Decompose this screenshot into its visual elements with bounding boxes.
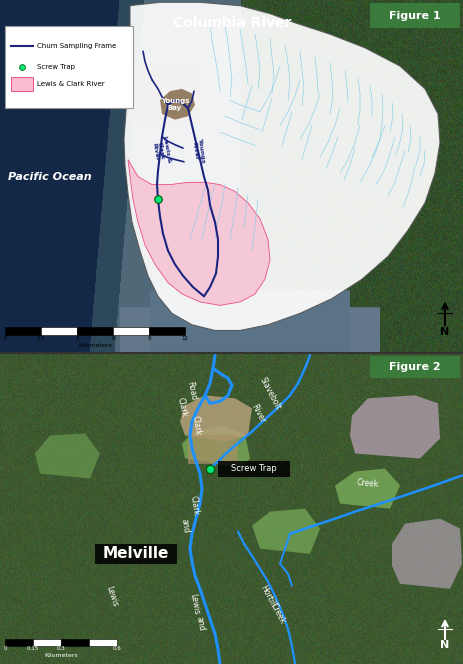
Text: 0: 0	[3, 335, 7, 341]
Text: Lewis &
Clark
River: Lewis & Clark River	[150, 135, 171, 165]
Point	[206, 463, 213, 474]
Bar	[149, 327, 185, 335]
Bar	[41, 327, 77, 335]
Bar	[77, 327, 113, 335]
Point	[154, 194, 162, 205]
Polygon shape	[160, 89, 194, 120]
Polygon shape	[35, 434, 100, 479]
Text: 6: 6	[111, 335, 114, 341]
Text: Kilometers: Kilometers	[44, 653, 78, 658]
Text: Slavebolt: Slavebolt	[257, 375, 282, 411]
Text: Chum Sampling Frame: Chum Sampling Frame	[37, 42, 116, 48]
Bar	[5, 327, 41, 335]
Polygon shape	[124, 2, 439, 331]
Bar	[113, 327, 149, 335]
Text: Youngs
Bay: Youngs Bay	[160, 98, 189, 112]
Text: 0.15: 0.15	[27, 646, 39, 651]
Text: Clark: Clark	[190, 415, 201, 436]
Text: Hortill: Hortill	[258, 584, 277, 608]
Text: 12: 12	[181, 335, 188, 341]
Polygon shape	[349, 395, 439, 459]
Text: and: and	[194, 616, 205, 632]
Bar	[188, 436, 238, 463]
Polygon shape	[128, 159, 269, 305]
Bar	[33, 639, 61, 646]
Bar	[5, 639, 33, 646]
Bar	[369, 3, 459, 29]
Bar	[218, 461, 289, 477]
Text: 3: 3	[75, 335, 79, 341]
Text: 0.3: 0.3	[56, 646, 65, 651]
Text: Figure 1: Figure 1	[388, 11, 440, 21]
Polygon shape	[180, 395, 251, 442]
Polygon shape	[251, 509, 319, 554]
Text: Creek: Creek	[356, 478, 379, 489]
Text: 0: 0	[3, 646, 7, 651]
Bar	[369, 357, 459, 378]
Text: Melville: Melville	[103, 546, 169, 561]
Text: Creek: Creek	[268, 602, 287, 625]
Polygon shape	[181, 426, 250, 469]
Text: Lewis: Lewis	[188, 592, 201, 615]
Text: 1.5: 1.5	[37, 335, 45, 341]
Text: Screw Trap: Screw Trap	[231, 464, 276, 473]
Text: and: and	[179, 518, 190, 533]
Text: Columbia River: Columbia River	[172, 16, 291, 30]
Bar	[11, 78, 33, 91]
Text: Pacific Ocean: Pacific Ocean	[8, 171, 92, 182]
Text: Lewis & Clark River: Lewis & Clark River	[37, 81, 104, 88]
Bar	[61, 639, 89, 646]
Bar	[95, 544, 176, 564]
Polygon shape	[334, 469, 399, 509]
Bar	[89, 639, 117, 646]
Text: Figure 2: Figure 2	[388, 363, 440, 373]
Polygon shape	[391, 519, 461, 589]
Bar	[5, 26, 133, 108]
Text: Youngs
River: Youngs River	[190, 137, 205, 163]
Text: Clark: Clark	[175, 396, 188, 418]
Text: Screw Trap: Screw Trap	[37, 64, 75, 70]
Text: Kilometers: Kilometers	[78, 343, 112, 348]
Text: Lewis: Lewis	[104, 584, 119, 608]
Text: N: N	[439, 327, 449, 337]
Text: River: River	[249, 402, 266, 424]
Text: N: N	[439, 640, 449, 650]
Text: 9: 9	[147, 335, 150, 341]
Text: Road: Road	[185, 381, 198, 402]
Text: 0.6: 0.6	[113, 646, 121, 651]
Text: Clark: Clark	[188, 495, 200, 516]
Point	[18, 62, 25, 72]
